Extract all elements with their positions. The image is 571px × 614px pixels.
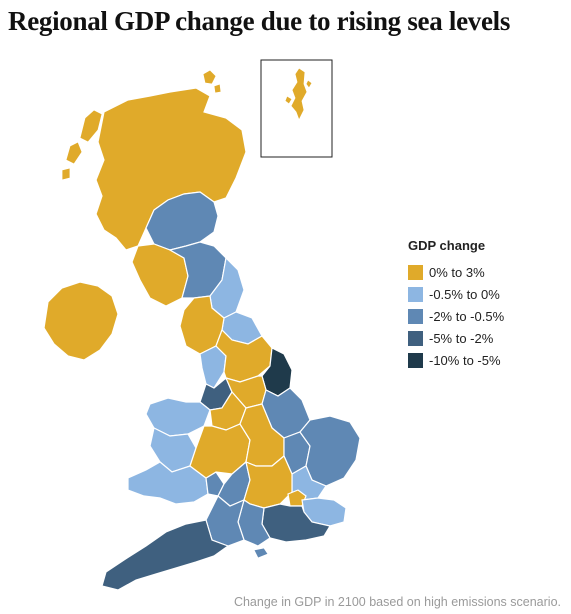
hebrides-islands bbox=[61, 109, 103, 181]
map-title: Regional GDP change due to rising sea le… bbox=[8, 6, 511, 36]
shetland-inset-frame bbox=[260, 59, 333, 158]
legend-label: 0% to 3% bbox=[429, 264, 485, 280]
legend-label: -10% to -5% bbox=[429, 352, 501, 368]
region-norfolk-suffolk bbox=[299, 415, 361, 487]
legend: GDP change 0% to 3% -0.5% to 0% -2% to -… bbox=[408, 238, 504, 371]
legend-label: -5% to -2% bbox=[429, 330, 494, 346]
legend-label: -2% to -0.5% bbox=[429, 308, 505, 324]
legend-item: 0% to 3% bbox=[408, 261, 504, 283]
region-northern-ireland bbox=[43, 281, 119, 361]
legend-swatch bbox=[408, 352, 423, 368]
legend-swatch bbox=[408, 264, 423, 280]
uk-regions-map bbox=[43, 59, 361, 591]
legend-swatch bbox=[408, 286, 423, 302]
legend-item: -10% to -5% bbox=[408, 349, 504, 371]
legend-swatch bbox=[408, 330, 423, 346]
legend-label: -0.5% to 0% bbox=[429, 286, 500, 302]
orkney-islands bbox=[202, 69, 222, 94]
legend-item: -5% to -2% bbox=[408, 327, 504, 349]
legend-swatch bbox=[408, 308, 423, 324]
region-south-west bbox=[101, 519, 230, 591]
legend-item: -0.5% to 0% bbox=[408, 283, 504, 305]
legend-item: -2% to -0.5% bbox=[408, 305, 504, 327]
isle-of-wight bbox=[253, 547, 269, 559]
legend-title: GDP change bbox=[408, 238, 486, 253]
region-oxfordshire-bucks bbox=[243, 455, 293, 509]
caption: Change in GDP in 2100 based on high emis… bbox=[233, 595, 561, 609]
shetland-islands bbox=[284, 67, 313, 121]
